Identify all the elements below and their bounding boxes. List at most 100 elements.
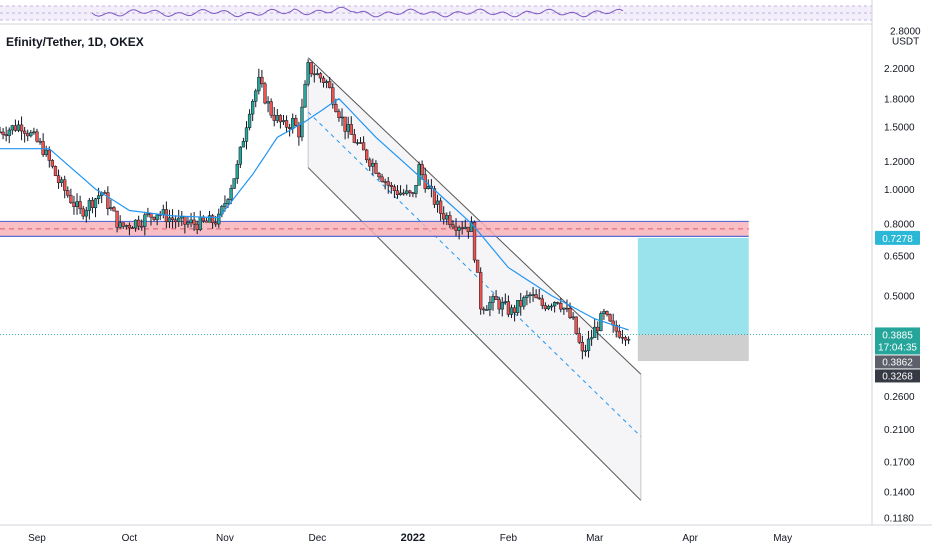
candle-body	[303, 83, 307, 108]
ytick-label: 2.8000	[890, 27, 921, 38]
candle-body	[494, 296, 498, 300]
candle-body	[127, 224, 132, 228]
candle-body	[435, 200, 440, 205]
candle-body	[466, 226, 471, 232]
candle-body	[426, 186, 430, 189]
candle-body	[300, 106, 304, 138]
candle-body	[358, 142, 363, 144]
candle-body	[562, 307, 566, 310]
candle-body	[44, 149, 48, 155]
candle-body	[537, 297, 541, 300]
candle-body	[226, 199, 230, 204]
candle-body	[192, 219, 196, 225]
candle-body	[602, 311, 606, 314]
candle-body	[614, 325, 618, 332]
stop-price-tag: 0.3268	[882, 371, 913, 382]
candle-body	[506, 301, 511, 315]
candle-body	[207, 215, 212, 223]
candle-body	[580, 341, 585, 352]
candle-body	[173, 219, 178, 223]
candle-body	[497, 299, 501, 310]
candle-body	[346, 124, 350, 132]
ytick-label: 0.1180	[884, 514, 914, 525]
moving-average-line	[0, 97, 629, 331]
resistance-zone	[0, 221, 749, 237]
candle-body	[223, 203, 227, 207]
candle-body	[451, 224, 455, 228]
candle-body	[368, 159, 372, 167]
candle-body	[167, 217, 172, 223]
candle-body	[133, 219, 138, 229]
candle-body	[81, 208, 85, 217]
xtick-label: Sep	[28, 533, 46, 544]
candle-body	[195, 223, 199, 230]
currency-label: USDT	[892, 37, 919, 48]
candle-body	[565, 307, 569, 310]
candle-body	[411, 192, 415, 194]
candle-body	[568, 308, 572, 318]
candle-body	[140, 225, 144, 228]
candle-body	[106, 192, 110, 209]
candle-body	[260, 76, 264, 85]
candle-body	[19, 124, 24, 132]
ytick-label: 0.8000	[884, 219, 915, 230]
candle-body	[401, 192, 406, 195]
candle-body	[463, 226, 467, 229]
ytick-label: 1.8000	[884, 95, 915, 106]
xtick-label: May	[773, 533, 792, 544]
candle-body	[297, 125, 301, 138]
candle-body	[392, 186, 397, 191]
candle-body	[41, 141, 45, 155]
ytick-label: 0.2100	[884, 425, 915, 436]
candle-body	[485, 309, 489, 311]
candle-body	[257, 76, 261, 92]
candle-body	[395, 190, 400, 195]
candle-body	[549, 305, 554, 308]
candle-body	[130, 227, 135, 229]
candle-body	[232, 178, 236, 189]
candle-body	[321, 77, 326, 83]
candle-body	[380, 176, 384, 182]
candle-body	[365, 149, 369, 161]
candle-body	[528, 294, 532, 297]
candle-body	[318, 73, 323, 79]
candle-body	[408, 190, 412, 193]
candle-body	[96, 195, 101, 199]
candle-body	[217, 213, 221, 225]
candle-body	[438, 200, 443, 214]
candle-body	[445, 215, 449, 220]
candle-body	[66, 190, 70, 196]
time-axis[interactable]: Sep Oct Nov Dec 2022 Feb Mar Apr May	[0, 524, 932, 550]
candle-body	[103, 192, 107, 194]
candle-body	[4, 134, 8, 137]
candle-body	[235, 164, 239, 179]
candle-body	[475, 259, 480, 273]
candle-body	[448, 215, 452, 225]
candle-body	[309, 62, 313, 75]
candle-body	[229, 188, 233, 200]
candle-body	[432, 188, 437, 205]
ytick-label: 2.2000	[884, 64, 915, 75]
candle-body	[442, 213, 446, 220]
candle-body	[371, 163, 375, 167]
candle-body	[334, 104, 338, 112]
candle-body	[284, 120, 289, 128]
candle-body	[287, 127, 292, 129]
candle-body	[269, 101, 273, 116]
candle-body	[35, 131, 39, 142]
candle-body	[29, 132, 33, 137]
candle-body	[10, 125, 14, 131]
candle-body	[472, 221, 477, 261]
xtick-label: Mar	[586, 533, 604, 544]
candle-body	[143, 214, 147, 227]
candle-body	[149, 213, 153, 218]
target-price-tag: 0.7278	[882, 234, 913, 245]
candle-body	[170, 217, 175, 221]
xtick-label: 2022	[401, 532, 425, 544]
candle-body	[593, 326, 597, 338]
countdown-tag: 17:04:35	[878, 342, 917, 353]
candle-body	[266, 101, 270, 104]
price-pane[interactable]	[0, 57, 872, 501]
